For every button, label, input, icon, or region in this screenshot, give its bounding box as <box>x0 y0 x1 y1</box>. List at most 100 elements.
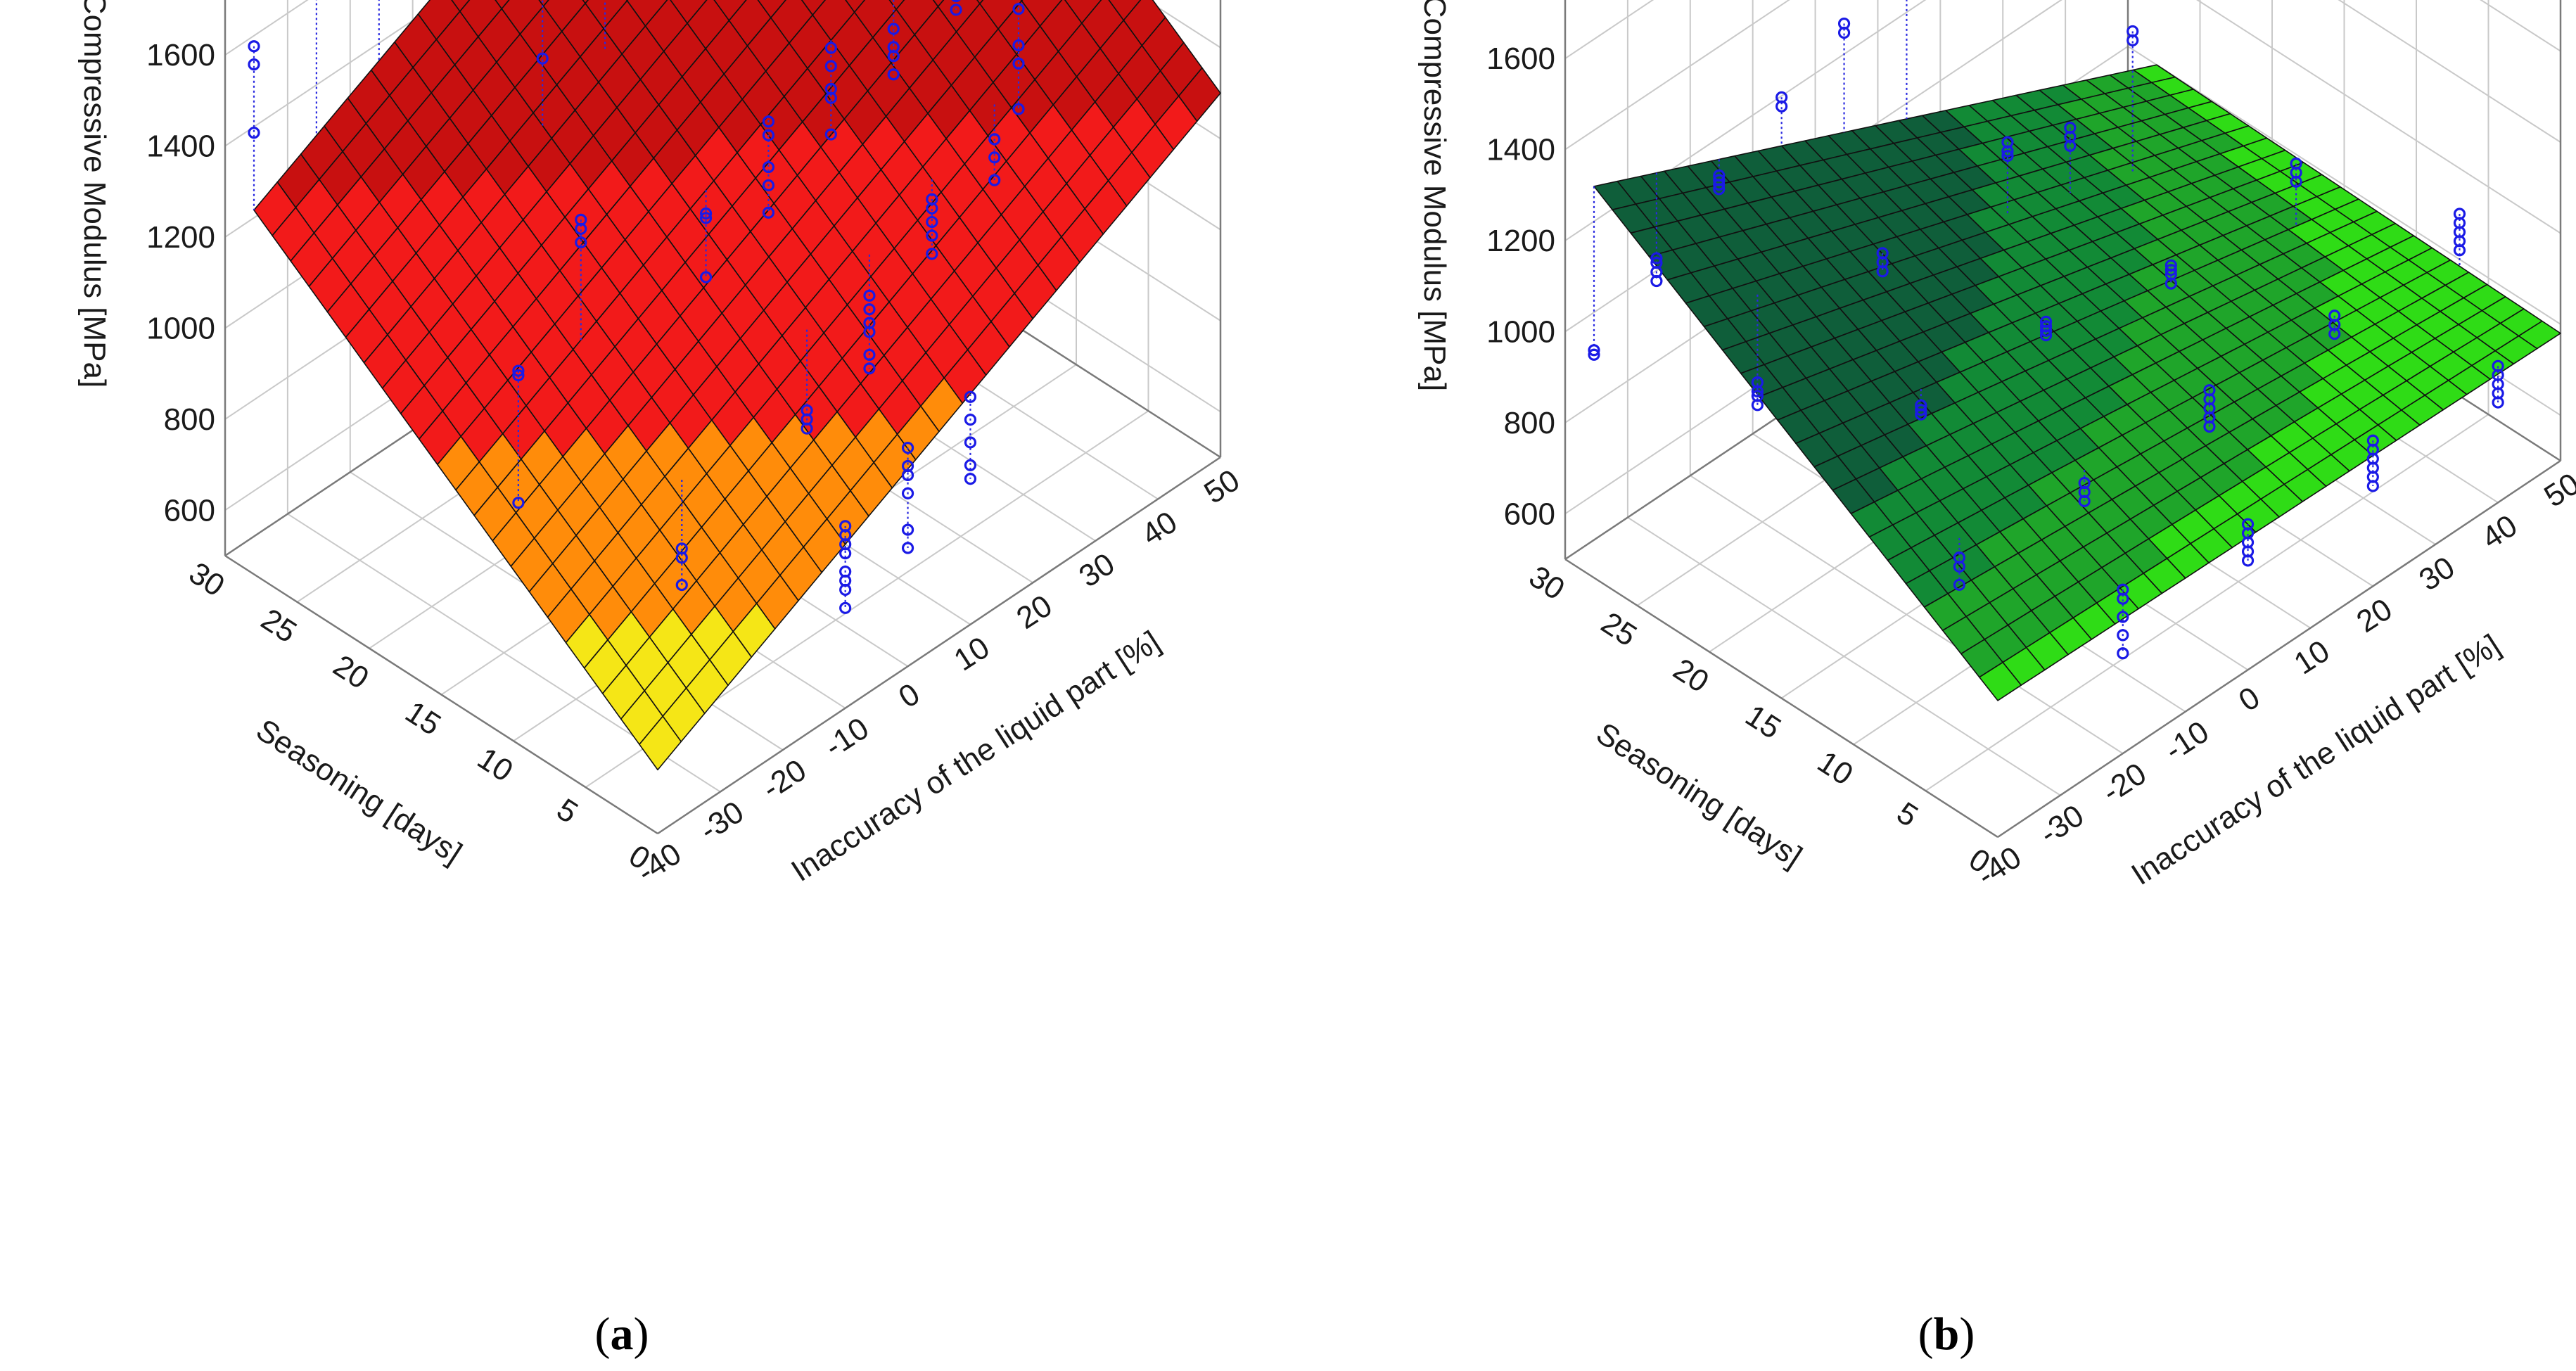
data-point <box>512 364 525 377</box>
data-point <box>988 151 1001 164</box>
data-point <box>1876 265 1889 278</box>
x-tick-label: -30 <box>694 795 750 848</box>
data-point <box>2001 149 2014 162</box>
y-tick-label: 20 <box>327 649 375 696</box>
x-tick-label: -20 <box>2096 756 2153 810</box>
surface-cell <box>801 0 827 16</box>
x-tick-label: 20 <box>2351 592 2399 639</box>
y-tick-label: 30 <box>183 556 231 604</box>
data-point <box>839 583 852 597</box>
data-point <box>824 91 837 104</box>
data-point <box>762 129 775 141</box>
grid-line-z <box>1564 0 2561 241</box>
y-tick-label: 5 <box>551 792 584 830</box>
y-tick-label: 15 <box>400 694 447 742</box>
x-tick-label: 10 <box>948 630 996 678</box>
data-point <box>824 60 837 72</box>
data-point <box>762 160 775 174</box>
data-point <box>839 601 852 614</box>
panel-b-letter: b <box>1934 1308 1960 1360</box>
data-point <box>2127 34 2139 46</box>
data-point <box>887 50 900 63</box>
x-tick-label: 20 <box>1011 588 1059 636</box>
x-tick-label: 50 <box>2538 466 2576 514</box>
data-point <box>2492 396 2504 409</box>
z-tick-label: 1000 <box>1486 314 1555 349</box>
data-point <box>2039 324 2053 337</box>
data-point <box>1713 178 1726 191</box>
data-point <box>2241 554 2255 567</box>
data-point <box>887 23 900 35</box>
data-point <box>901 487 914 499</box>
data-point <box>575 222 587 235</box>
data-point <box>2117 647 2129 660</box>
data-point <box>926 202 938 215</box>
panel-a-label: (a) <box>595 1308 649 1360</box>
box-edge <box>1997 459 2561 838</box>
data-point <box>2064 139 2077 153</box>
observations <box>248 0 1025 614</box>
x-tick-label: -10 <box>819 711 875 765</box>
surface <box>1593 64 2561 701</box>
x-tick-label: 30 <box>1073 547 1121 594</box>
data-point <box>1915 408 1927 421</box>
box-edge <box>224 554 658 835</box>
y-axis-title: Seasoning [days] <box>250 713 468 871</box>
y-tick-label: 25 <box>255 602 303 650</box>
data-point <box>2117 611 2129 623</box>
data-point <box>512 369 525 382</box>
panel-a-chart: 6008001000120014001600180020002200-40-30… <box>77 0 1246 890</box>
z-tick-label: 1400 <box>146 129 215 164</box>
data-point <box>1713 183 1726 196</box>
data-point <box>964 459 977 471</box>
x-tick-label: -20 <box>756 753 812 806</box>
surface-cell <box>845 0 866 13</box>
data-point <box>1650 252 1663 264</box>
data-point <box>2203 420 2216 433</box>
data-point <box>248 40 260 53</box>
data-point <box>512 497 525 509</box>
data-point <box>1012 57 1025 70</box>
data-point <box>248 127 260 139</box>
z-axis-title: Compressive Modulus [MPa] <box>1417 0 1452 391</box>
y-tick-label: 15 <box>1740 698 1787 746</box>
x-tick-label: 10 <box>2288 634 2336 682</box>
box-edge <box>1564 558 1998 838</box>
x-tick-label: 0 <box>893 677 926 715</box>
data-point <box>699 271 713 283</box>
data-point <box>901 442 914 454</box>
data-point <box>699 207 713 220</box>
x-tick-label: 40 <box>1135 504 1183 552</box>
data-point <box>699 212 713 224</box>
data-point <box>1837 26 1851 39</box>
data-point <box>2453 244 2466 257</box>
surface-cell <box>888 0 905 11</box>
data-point <box>926 248 938 260</box>
box-edge <box>657 456 1221 835</box>
panel-b-label: (b) <box>1918 1308 1975 1360</box>
surface-cell <box>451 0 471 13</box>
z-tick-label: 600 <box>1504 497 1555 531</box>
panel-a-letter: a <box>611 1308 634 1360</box>
data-point <box>2078 495 2091 508</box>
y-tick-label: 10 <box>1811 744 1859 792</box>
data-point <box>863 289 876 302</box>
data-point <box>1953 578 1965 591</box>
panel-b-chart: 6008001000120014001600180020002200-40-30… <box>1417 0 2576 893</box>
data-point <box>1012 103 1025 115</box>
data-point <box>926 215 938 229</box>
data-point <box>901 542 914 554</box>
y-tick-label: 5 <box>1891 796 1924 834</box>
grid-line-z <box>1564 0 2561 151</box>
data-point <box>2328 328 2341 340</box>
data-point <box>1751 399 1764 412</box>
z-tick-label: 1600 <box>146 38 215 72</box>
data-point <box>536 52 549 65</box>
data-point <box>1012 39 1025 52</box>
x-tick-label: -10 <box>2159 715 2215 768</box>
data-point <box>2001 145 2014 158</box>
data-point <box>762 179 775 192</box>
surface-cell <box>538 0 549 7</box>
x-tick-label: 50 <box>1198 463 1246 511</box>
